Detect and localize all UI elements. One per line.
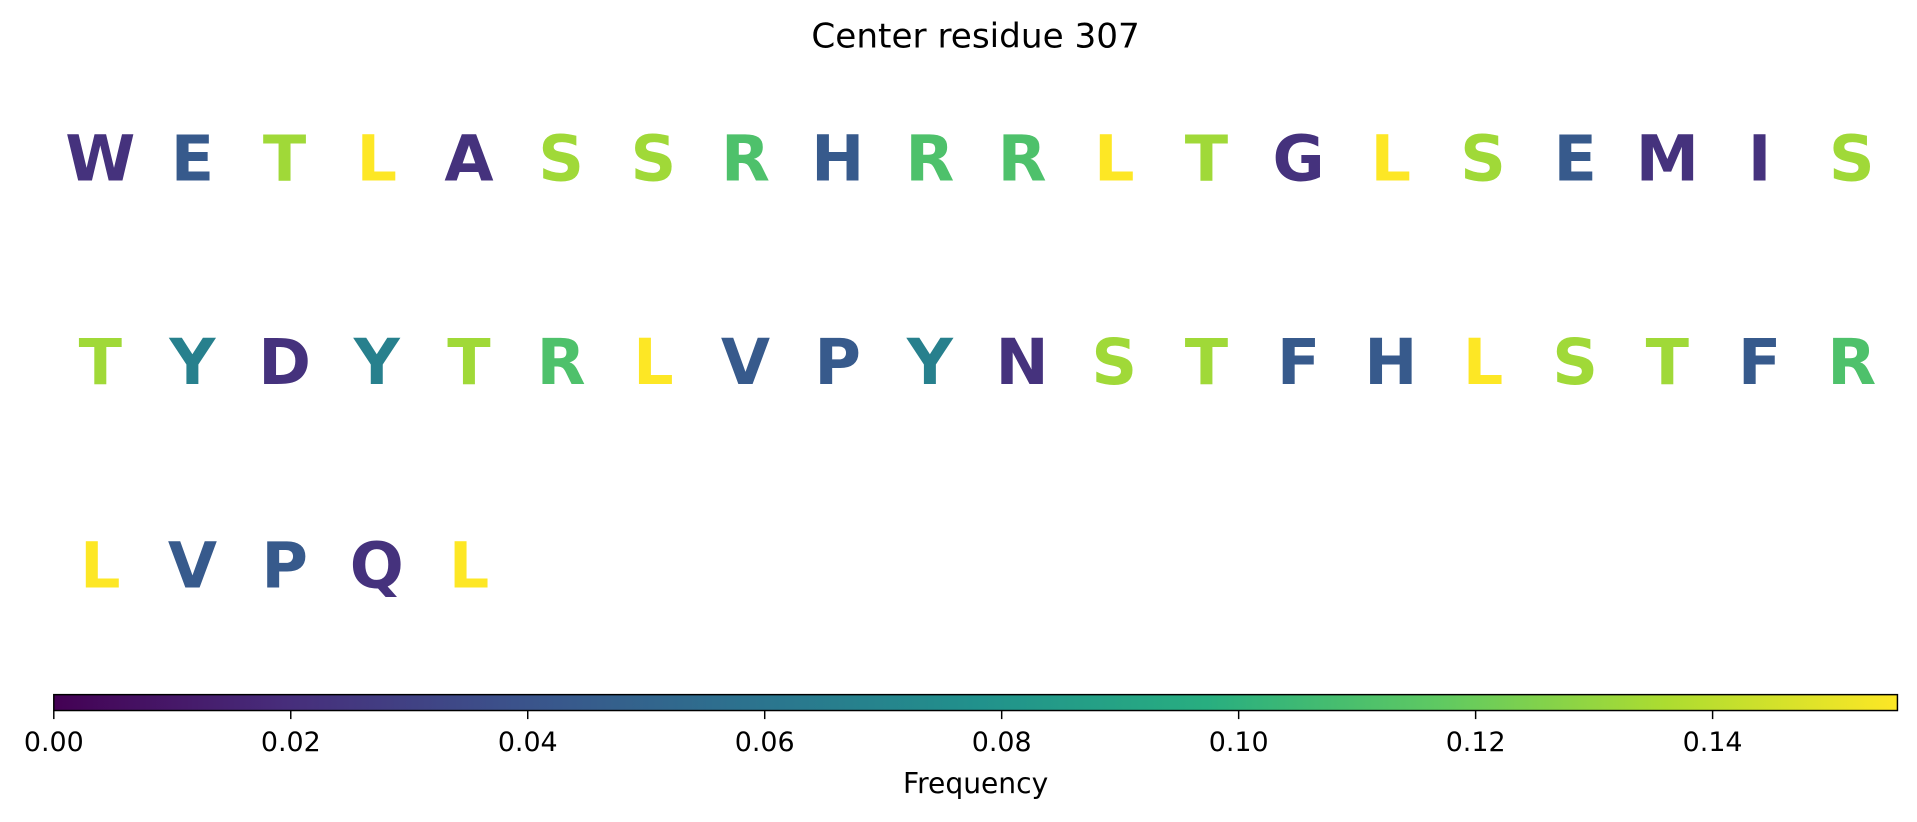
- chart-title: Center residue 307: [811, 17, 1139, 57]
- residue: P: [261, 529, 308, 603]
- residue: W: [65, 121, 135, 195]
- residue: P: [814, 325, 861, 399]
- colorbar-label: Frequency: [903, 767, 1048, 800]
- residue: T: [79, 325, 123, 399]
- residue: R: [905, 121, 954, 195]
- residue: G: [1273, 121, 1325, 195]
- residue: T: [263, 121, 307, 195]
- residue: H: [811, 121, 864, 195]
- residue: S: [630, 121, 676, 195]
- residue: E: [1553, 121, 1596, 195]
- residue: T: [1646, 325, 1690, 399]
- residue: V: [721, 325, 770, 399]
- x-tick-label: 0.02: [261, 727, 321, 758]
- residue: S: [1091, 325, 1137, 399]
- residue: Y: [906, 325, 954, 399]
- x-tick-label: 0.00: [24, 727, 84, 758]
- residue: S: [1552, 325, 1598, 399]
- residue: L: [357, 121, 398, 195]
- residue: D: [258, 325, 311, 399]
- residue: L: [449, 529, 490, 603]
- residue: S: [538, 121, 584, 195]
- residue: V: [168, 529, 217, 603]
- residue: L: [80, 529, 121, 603]
- residue: R: [998, 121, 1047, 195]
- colorbar: [53, 693, 1899, 712]
- residue: S: [1460, 121, 1506, 195]
- residue: R: [537, 325, 586, 399]
- residue: R: [721, 121, 770, 195]
- residue: L: [1463, 325, 1504, 399]
- residue: L: [633, 325, 674, 399]
- x-tick-label: 0.10: [1209, 727, 1269, 758]
- residue: N: [995, 325, 1048, 399]
- residue: R: [1827, 325, 1876, 399]
- residue: M: [1636, 121, 1699, 195]
- residue: H: [1364, 325, 1417, 399]
- residue: I: [1748, 121, 1772, 195]
- residue: A: [444, 121, 493, 195]
- residue: F: [1738, 325, 1781, 399]
- residue: T: [1185, 325, 1229, 399]
- residue: L: [1094, 121, 1135, 195]
- residue: E: [171, 121, 214, 195]
- residue: L: [1371, 121, 1412, 195]
- residue: Q: [350, 529, 404, 603]
- residue: T: [447, 325, 491, 399]
- residue: Y: [353, 325, 401, 399]
- x-tick-label: 0.06: [735, 727, 795, 758]
- residue: T: [1185, 121, 1229, 195]
- residue: F: [1277, 325, 1320, 399]
- residue: Y: [168, 325, 216, 399]
- residue: S: [1829, 121, 1875, 195]
- x-tick-label: 0.08: [972, 727, 1032, 758]
- x-tick-label: 0.04: [498, 727, 558, 758]
- x-tick-label: 0.12: [1446, 727, 1506, 758]
- x-tick-label: 0.14: [1683, 727, 1743, 758]
